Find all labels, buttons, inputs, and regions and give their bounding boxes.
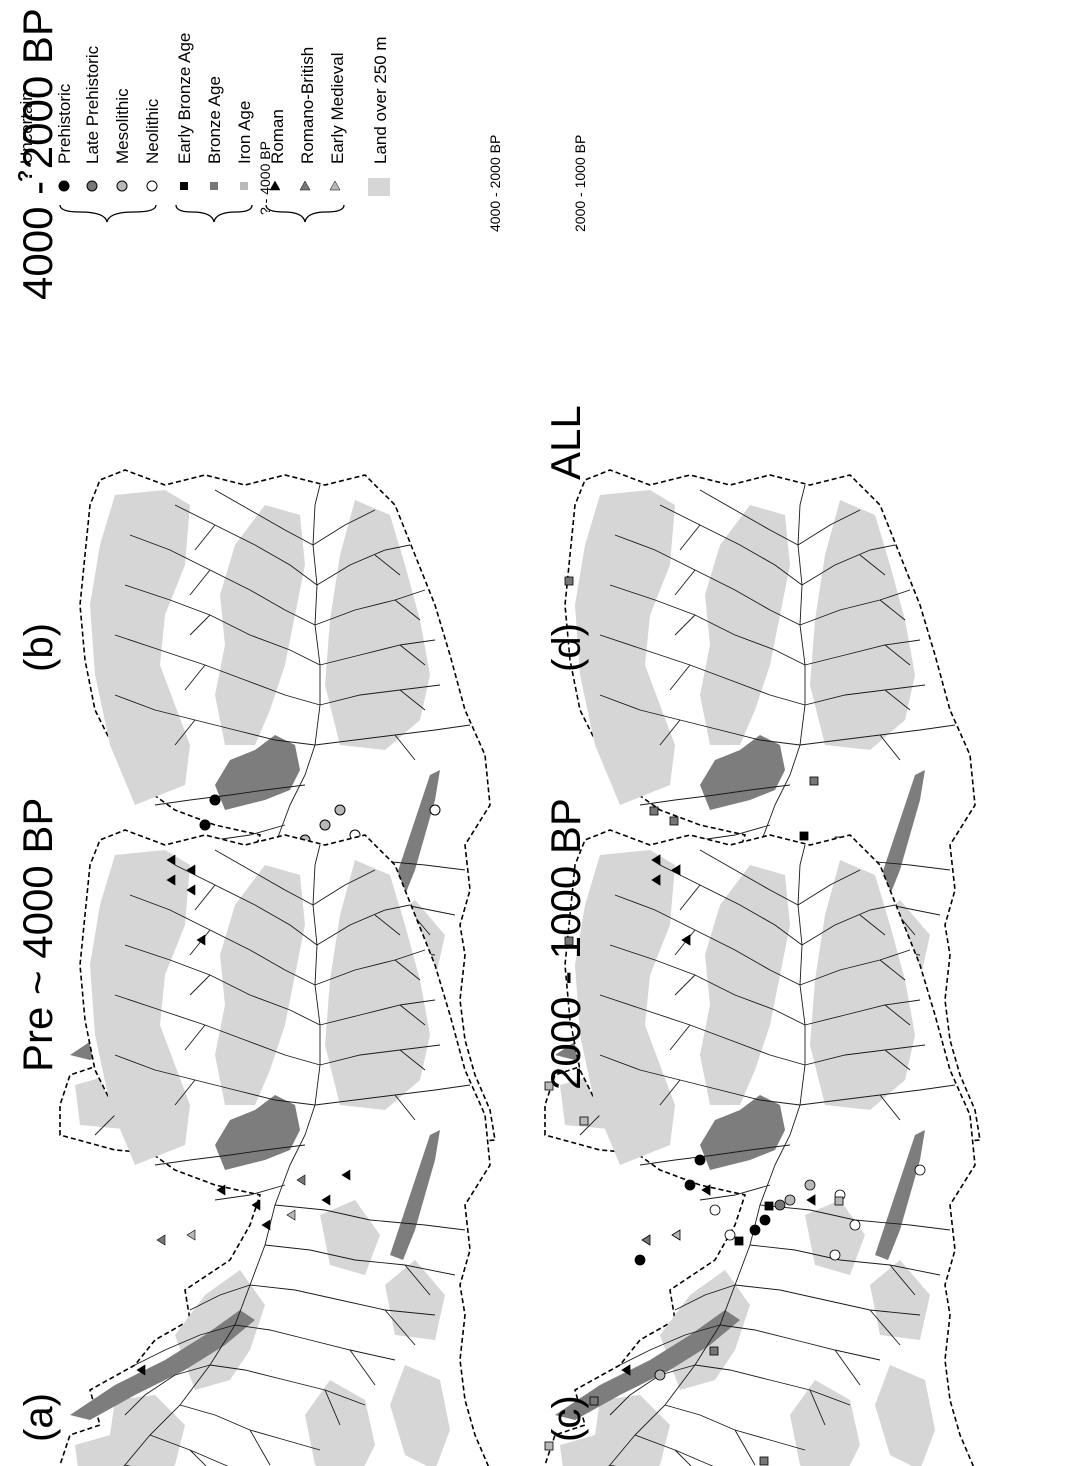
legend-item-prehistoric: Prehistoric [55, 83, 74, 192]
legend-label-mesolithic: Mesolithic [113, 88, 132, 164]
legend-label-early-bronze-age: Early Bronze Age [175, 33, 194, 164]
site-markers-d [544, 854, 926, 1466]
legend-item-land: Land over 250 m [368, 36, 390, 196]
panel-tag-b: (b) [17, 623, 61, 672]
legend-label-iron-age: Iron Age [235, 101, 254, 164]
legend-label-neolithic: Neolithic [143, 98, 162, 164]
legend-label-bronze-age: Bronze Age [205, 76, 224, 164]
panel-title-b: 4000 - 2000 BP [14, 8, 61, 300]
legend: ? Uncertain Prehistoric Late Prehistoric… [15, 33, 588, 232]
panel-tag-d: (d) [545, 623, 589, 672]
map-panel-c [59, 829, 496, 1466]
panel-tag-a: (a) [17, 1393, 61, 1442]
legend-label-prehistoric: Prehistoric [55, 83, 74, 164]
legend-uncertain: ? Uncertain [15, 91, 37, 182]
panel-title-d: ALL [542, 405, 589, 480]
legend-item-roman: Roman [268, 109, 287, 191]
legend-range-1: ? - 4000 BP [257, 141, 273, 215]
legend-uncertain-symbol: ? [15, 170, 37, 182]
legend-label-romano-british: Romano-British [298, 47, 317, 164]
legend-item-iron-age: Iron Age [235, 101, 254, 190]
legend-item-late-prehistoric: Late Prehistoric [83, 45, 102, 192]
legend-label-roman: Roman [268, 109, 287, 164]
legend-item-mesolithic: Mesolithic [113, 88, 132, 192]
legend-item-romano-british: Romano-British [298, 47, 317, 191]
legend-label-land: Land over 250 m [371, 36, 390, 164]
legend-label-late-prehistoric: Late Prehistoric [83, 45, 102, 164]
legend-label-early-medieval: Early Medieval [328, 53, 347, 165]
legend-brace-1 [59, 204, 157, 223]
legend-item-early-bronze-age: Early Bronze Age [175, 33, 194, 190]
legend-uncertain-label: Uncertain [17, 91, 36, 164]
panel-title-c: 2000 - 1000 BP [542, 798, 589, 1090]
panel-tag-c: (c) [545, 1395, 589, 1442]
site-markers-c [136, 854, 351, 1376]
legend-item-early-medieval: Early Medieval [328, 53, 347, 191]
legend-brace-3 [265, 204, 345, 223]
panel-labels: (a) Pre ~ 4000 BP (c) 2000 - 1000 BP (b)… [14, 8, 589, 1442]
legend-range-2: 4000 - 2000 BP [487, 135, 503, 232]
legend-brace-2 [175, 204, 253, 223]
map-panel-d [544, 829, 981, 1466]
legend-item-neolithic: Neolithic [143, 98, 162, 192]
legend-item-bronze-age: Bronze Age [205, 76, 224, 190]
legend-range-3: 2000 - 1000 BP [572, 135, 588, 232]
panel-title-a: Pre ~ 4000 BP [14, 798, 61, 1072]
